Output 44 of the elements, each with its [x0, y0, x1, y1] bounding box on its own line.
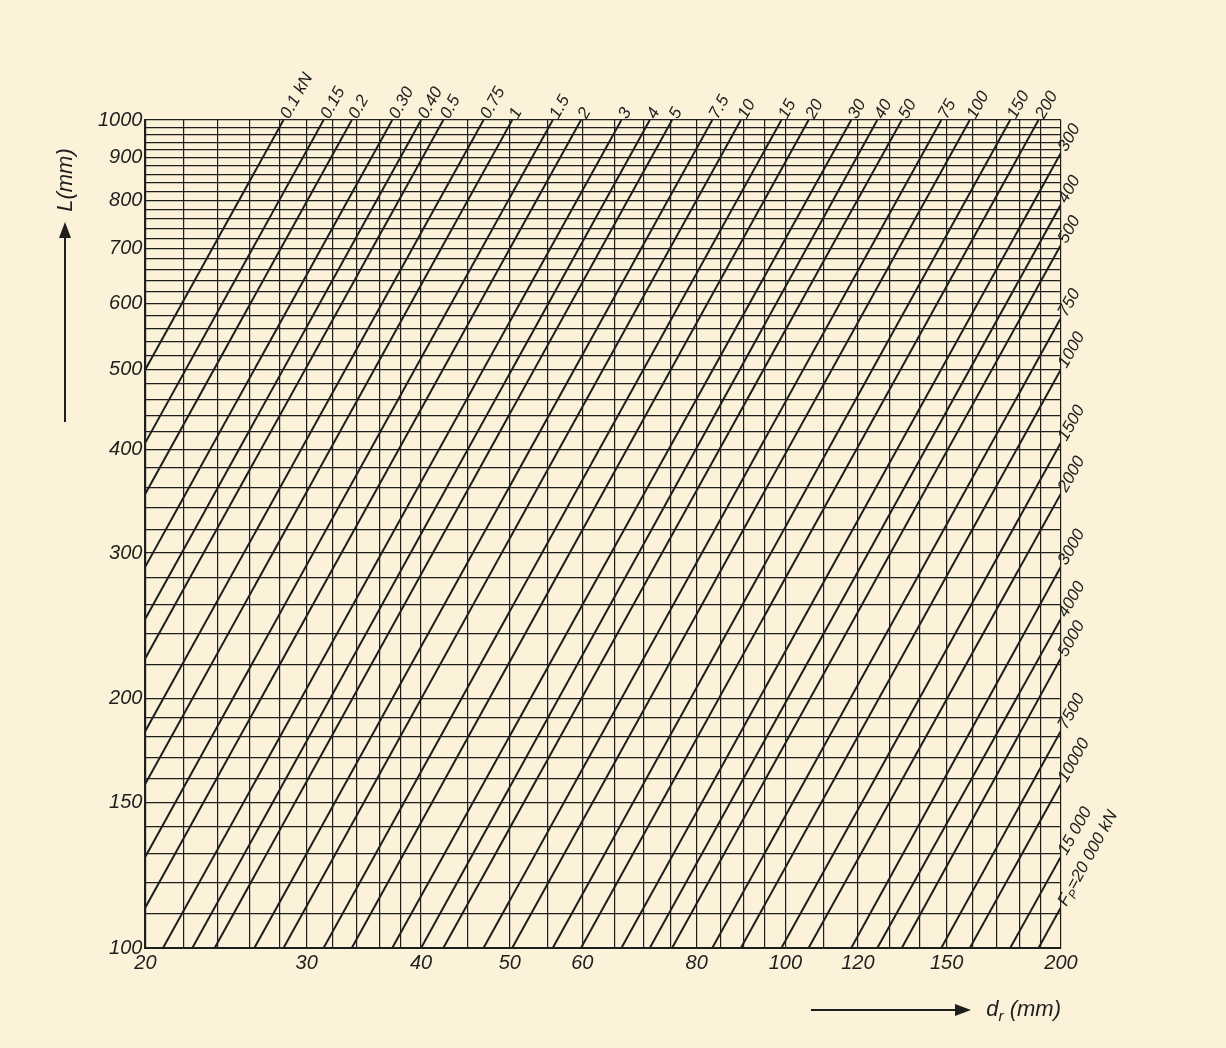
y-tick-label: 600	[109, 291, 143, 314]
x-tick-label: 80	[685, 950, 708, 973]
x-tick-label: 50	[498, 950, 521, 973]
text: 500	[1053, 211, 1085, 247]
text: 2000	[1053, 452, 1089, 496]
y-tick-label: 200	[108, 686, 143, 709]
x-tick-label: 200	[1043, 950, 1078, 973]
x-tick-label: 40	[409, 950, 433, 973]
text: 3	[613, 103, 636, 122]
text: 10	[733, 95, 760, 122]
text: 1000	[1053, 328, 1089, 371]
text: 1.5	[545, 91, 574, 122]
x-tick-label: 60	[571, 950, 594, 973]
x-tick-label: 120	[841, 950, 875, 973]
x-tick-label: 30	[295, 950, 318, 973]
y-tick-label: 300	[109, 540, 143, 563]
y-tick-label: 400	[109, 437, 143, 460]
x-tick-label: 150	[929, 950, 964, 973]
text: 20	[800, 95, 828, 123]
y-tick-label: 1000	[97, 107, 143, 130]
text: 5	[664, 103, 687, 122]
text: 50	[894, 95, 921, 122]
text: 40	[869, 95, 896, 122]
text: 7500	[1053, 689, 1089, 733]
text: 4	[642, 104, 664, 122]
text: 2	[572, 103, 595, 123]
text: 30	[843, 95, 870, 122]
text: 0.1 kN	[275, 68, 317, 122]
y-axis-title: L(mm)	[51, 148, 77, 212]
text: 3000	[1053, 525, 1089, 568]
y-tick-label: 800	[109, 187, 143, 210]
text: 400	[1053, 171, 1085, 206]
text: 750	[1053, 284, 1085, 320]
y-tick-label: 700	[109, 235, 143, 258]
y-tick-label: 150	[109, 789, 143, 812]
y-tick-label: 900	[109, 145, 143, 168]
text: 0.30	[384, 82, 418, 122]
y-tick-label: 500	[109, 356, 143, 379]
x-tick-label: 100	[768, 950, 803, 973]
text: 15	[773, 95, 800, 122]
text: 75	[933, 95, 960, 122]
text: 7.5	[704, 91, 734, 122]
text: 1500	[1053, 401, 1089, 444]
text: 100	[962, 87, 993, 122]
